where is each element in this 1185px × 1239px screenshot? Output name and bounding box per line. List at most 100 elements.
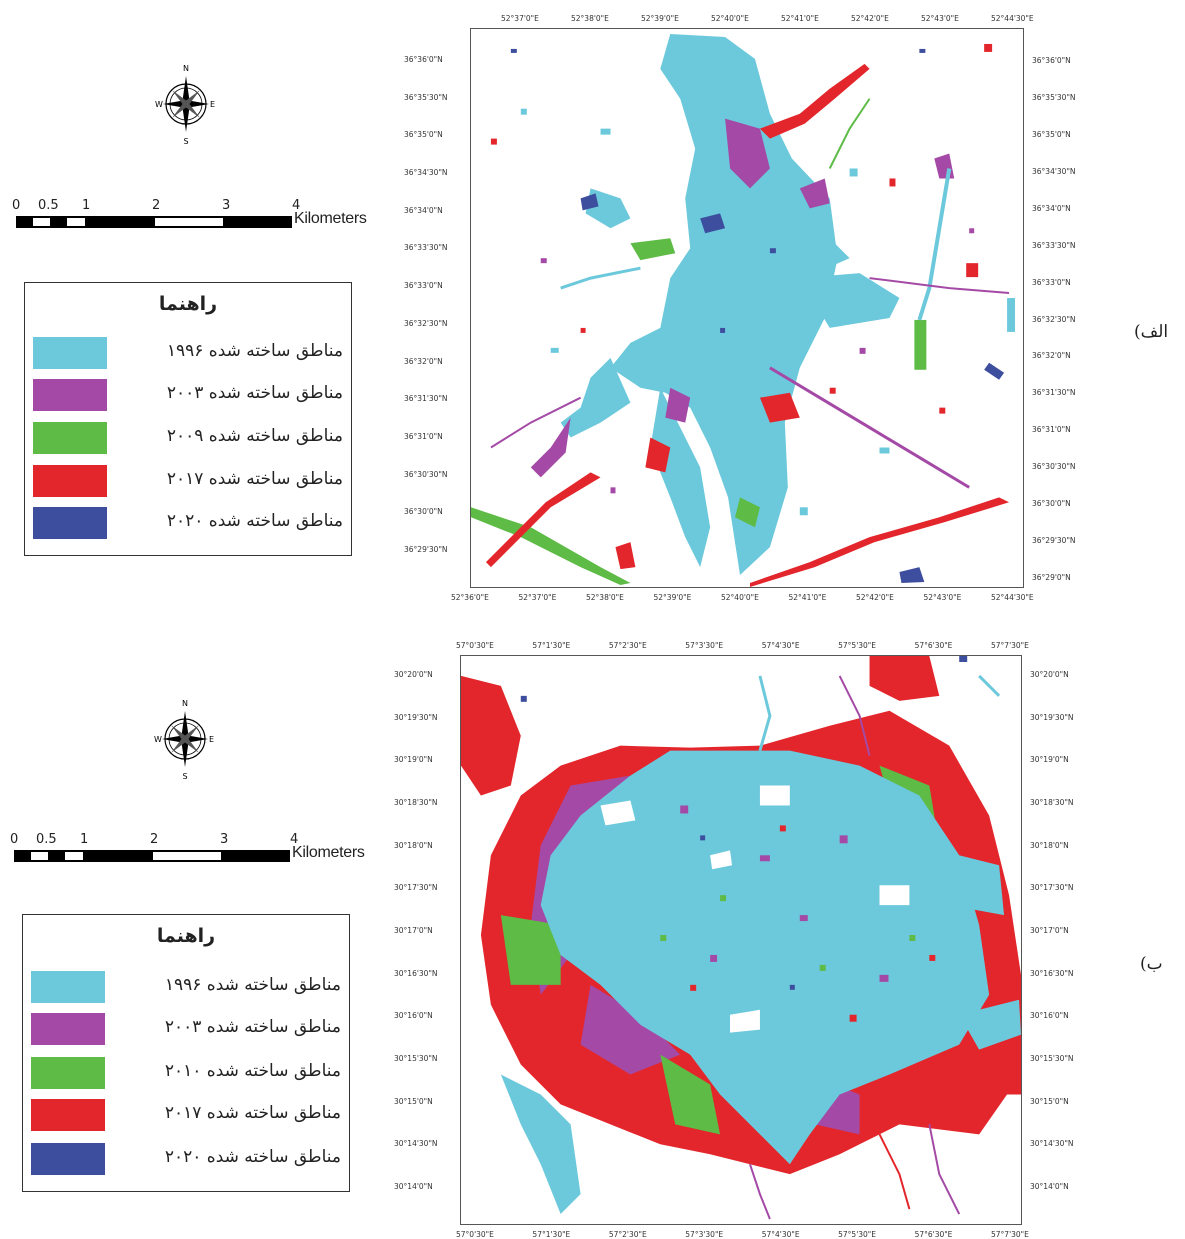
- graticule-label: 57°6'30"E: [914, 1230, 953, 1239]
- graticule-label: 52°40'0"E: [721, 593, 759, 602]
- graticule-label: 30°14'30"N: [1030, 1139, 1074, 1149]
- graticule-label: 52°36'0"E: [451, 593, 489, 602]
- graticule-label: 36°31'30"N: [404, 394, 448, 404]
- graticule-label: 52°41'0"E: [781, 14, 819, 23]
- legend-item: مناطق ساخته شده ۲۰۱۷: [31, 1099, 341, 1131]
- graticule-label: 36°33'0"N: [1032, 277, 1071, 287]
- graticule-label: 30°19'30"N: [1030, 712, 1074, 722]
- graticule-label: 36°35'0"N: [1032, 129, 1071, 139]
- graticule-label: 52°44'30"E: [991, 14, 1034, 23]
- graticule-label: 57°6'30"E: [914, 641, 953, 650]
- graticule-label: 36°30'30"N: [1032, 462, 1076, 472]
- scale-tick: 1: [82, 198, 91, 213]
- graticule-label: 52°37'0"E: [518, 593, 557, 602]
- graticule-label: 36°34'0"N: [1032, 203, 1071, 213]
- graticule-label: 52°43'0"E: [923, 593, 962, 602]
- graticule-label: 30°15'30"N: [394, 1054, 438, 1063]
- graticule-label: 36°32'0"N: [404, 356, 443, 366]
- graticule-label: 57°0'30"E: [456, 641, 494, 650]
- graticule-label: 30°16'0"N: [394, 1011, 433, 1021]
- legend-item: مناطق ساخته شده ۱۹۹۶: [33, 337, 343, 369]
- graticule-label: 36°29'0"N: [1032, 573, 1071, 582]
- graticule-label: 36°34'30"N: [404, 168, 448, 178]
- graticule-label: 57°4'30"E: [761, 641, 800, 650]
- map-a: [470, 28, 1024, 588]
- graticule-label: 36°36'0"N: [1032, 56, 1071, 65]
- graticule-label: 57°2'30"E: [608, 1230, 647, 1239]
- graticule-label: 36°30'0"N: [1032, 499, 1071, 509]
- compass-w: W: [155, 100, 163, 109]
- graticule-label: 30°15'0"N: [1030, 1096, 1069, 1106]
- legend-b: راهنما مناطق ساخته شده ۱۹۹۶ مناطق ساخته …: [22, 914, 350, 1192]
- graticule-label: 36°31'0"N: [404, 431, 443, 441]
- graticule-label: 30°16'30"N: [1030, 968, 1074, 978]
- legend-item: مناطق ساخته شده ۲۰۲۰: [31, 1143, 341, 1175]
- graticule-label: 30°17'30"N: [1030, 883, 1074, 893]
- scale-bar-b: 0 0.5 1 2 3 4 Kilometers: [10, 832, 390, 872]
- graticule-label: 30°20'0"N: [1030, 670, 1069, 679]
- scale-tick: 2: [150, 832, 159, 847]
- graticule-label: 57°1'30"E: [532, 641, 571, 650]
- graticule-label: 57°3'30"E: [685, 641, 724, 650]
- graticule-label: 57°7'30"E: [991, 1230, 1029, 1239]
- legend-title: راهنما: [158, 293, 218, 315]
- graticule-label: 57°5'30"E: [838, 1230, 876, 1239]
- graticule-label: 52°41'0"E: [788, 593, 827, 602]
- graticule-label: 30°15'0"N: [394, 1096, 433, 1106]
- graticule-label: 52°37'0"E: [501, 14, 539, 23]
- legend-swatch: [31, 1013, 105, 1045]
- graticule-label: 57°3'30"E: [685, 1230, 724, 1239]
- compass-rose-b: N S W E: [154, 697, 216, 781]
- scale-tick: 4: [290, 832, 299, 847]
- legend-swatch: [31, 1057, 105, 1089]
- graticule-label: 52°39'0"E: [641, 14, 679, 23]
- graticule-label: 52°39'0"E: [653, 593, 692, 602]
- graticule-label: 36°34'0"N: [404, 205, 443, 215]
- graticule-label: 30°17'30"N: [394, 883, 438, 893]
- graticule-label: 36°36'0"N: [404, 55, 443, 64]
- legend-a: راهنما مناطق ساخته شده ۱۹۹۶ مناطق ساخته …: [24, 282, 352, 556]
- graticule-label: 30°17'0"N: [394, 926, 433, 935]
- legend-item: مناطق ساخته شده ۲۰۰۳: [31, 1013, 341, 1045]
- graticule-label: 57°2'30"E: [608, 641, 647, 650]
- graticule-label: 30°14'30"N: [394, 1139, 438, 1149]
- compass-s: S: [183, 137, 188, 144]
- graticule-label: 57°1'30"E: [532, 1230, 571, 1239]
- graticule-label: 30°18'30"N: [1030, 798, 1074, 807]
- legend-swatch: [33, 422, 107, 454]
- legend-label: مناطق ساخته شده ۲۰۰۹: [166, 426, 343, 446]
- graticule-label: 30°14'0"N: [394, 1182, 433, 1191]
- panel-label-a: الف): [1134, 322, 1169, 342]
- graticule-label: 52°38'0"E: [571, 14, 609, 23]
- graticule-label: 36°31'0"N: [1032, 425, 1071, 435]
- compass-n: N: [183, 64, 189, 73]
- legend-item: مناطق ساخته شده ۲۰۲۰: [33, 507, 343, 539]
- compass-s: S: [182, 772, 187, 779]
- graticule-label: 30°19'0"N: [394, 755, 433, 765]
- map-b-raster: [461, 656, 1021, 1220]
- graticule-label: 36°33'30"N: [1032, 240, 1076, 250]
- graticule-label: 30°19'30"N: [394, 712, 438, 722]
- scale-unit: Kilometers: [294, 210, 367, 227]
- legend-label: مناطق ساخته شده ۲۰۱۷: [166, 469, 343, 489]
- graticule-label: 36°29'30"N: [404, 545, 448, 554]
- scale-tick: 3: [222, 198, 231, 213]
- graticule-label: 36°32'30"N: [404, 318, 448, 328]
- legend-label: مناطق ساخته شده ۲۰۲۰: [166, 511, 343, 531]
- graticule-label: 57°5'30"E: [838, 641, 876, 650]
- legend-label: مناطق ساخته شده ۲۰۲۰: [164, 1147, 341, 1167]
- scale-tick: 3: [220, 832, 229, 847]
- compass-rose-a: N S W E: [155, 62, 217, 146]
- scale-tick: 4: [292, 198, 301, 213]
- graticule-label: 52°38'0"E: [586, 593, 624, 602]
- graticule-label: 52°44'30"E: [991, 593, 1034, 602]
- legend-item: مناطق ساخته شده ۲۰۰۳: [33, 379, 343, 411]
- legend-label: مناطق ساخته شده ۱۹۹۶: [164, 975, 341, 995]
- graticule-label: 36°31'30"N: [1032, 388, 1076, 398]
- compass-e: E: [209, 735, 214, 744]
- legend-label: مناطق ساخته شده ۱۹۹۶: [166, 341, 343, 361]
- graticule-label: 57°4'30"E: [761, 1230, 800, 1239]
- graticule-label: 52°42'0"E: [851, 14, 889, 23]
- graticule-label: 57°7'30"E: [991, 641, 1029, 650]
- scale-unit: Kilometers: [292, 844, 365, 861]
